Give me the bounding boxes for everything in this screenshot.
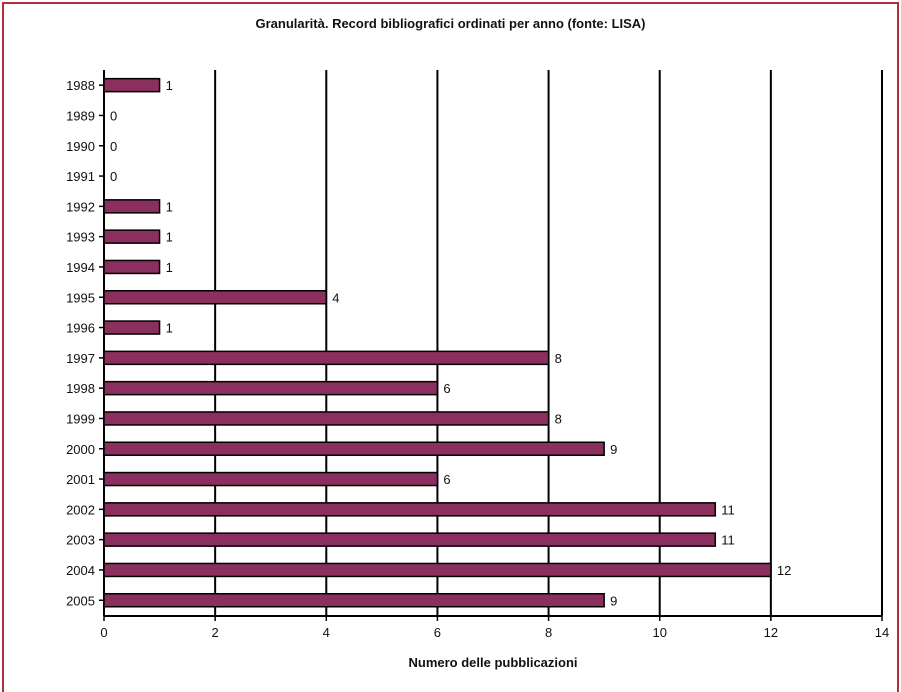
bar-value-label: 1 [166, 199, 173, 214]
x-tick-label: 12 [764, 625, 778, 640]
bar-value-label: 4 [332, 290, 339, 305]
x-tick-label: 10 [652, 625, 666, 640]
x-tick-label: 6 [434, 625, 441, 640]
bar-value-label: 1 [166, 321, 173, 336]
x-tick-label: 2 [212, 625, 219, 640]
y-tick-label: 2004 [66, 563, 95, 578]
bar [103, 350, 550, 366]
bar [103, 411, 550, 426]
bar-value-label: 0 [110, 108, 117, 123]
bar [103, 320, 161, 335]
bar-value-label: 1 [166, 78, 173, 93]
y-tick-label: 1997 [66, 351, 95, 366]
bar [103, 229, 161, 244]
y-tick-label: 1988 [66, 78, 95, 93]
bar-value-label: 12 [777, 563, 791, 578]
bar [103, 532, 717, 547]
y-tick-label: 1998 [66, 381, 95, 396]
y-tick-label: 2002 [66, 502, 95, 517]
x-tick-label: 8 [545, 625, 552, 640]
bar-value-label: 8 [555, 351, 562, 366]
bar [103, 380, 439, 396]
bar [103, 441, 605, 456]
y-tick-label: 1993 [66, 230, 95, 245]
x-tick-label: 0 [100, 625, 107, 640]
bar [103, 502, 717, 517]
bar-value-label: 11 [721, 502, 735, 517]
y-tick-label: 1995 [66, 290, 95, 305]
y-tick-label: 1999 [66, 411, 95, 426]
y-tick-label: 1994 [66, 260, 95, 275]
x-tick-label: 4 [323, 625, 330, 640]
bar-value-label: 0 [110, 139, 117, 154]
bar-value-label: 6 [443, 472, 450, 487]
y-tick-label: 2001 [66, 472, 95, 487]
bar [103, 77, 161, 93]
y-tick-label: 1992 [66, 199, 95, 214]
x-axis-label: Numero delle pubblicazioni [408, 655, 578, 670]
bar-value-label: 0 [110, 169, 117, 184]
bar [103, 259, 161, 275]
y-tick-label: 2003 [66, 533, 95, 548]
bar [103, 471, 439, 487]
bar-value-label: 11 [721, 533, 735, 548]
chart-title: Granularità. Record bibliografici ordina… [255, 16, 646, 31]
bar-value-label: 1 [166, 260, 173, 275]
bar-value-label: 9 [610, 593, 617, 608]
bar-value-label: 9 [610, 442, 617, 457]
y-tick-label: 1989 [66, 108, 95, 123]
y-tick-label: 1990 [66, 139, 95, 154]
y-tick-label: 1991 [66, 169, 95, 184]
bar [103, 290, 328, 305]
y-tick-label: 1996 [66, 321, 95, 336]
x-tick-label: 14 [875, 625, 889, 640]
bar [103, 562, 772, 578]
bar [103, 199, 161, 214]
bar-value-label: 6 [443, 381, 450, 396]
bar-value-label: 1 [166, 230, 173, 245]
y-tick-label: 2005 [66, 593, 95, 608]
bar-value-label: 8 [555, 411, 562, 426]
bar [103, 593, 605, 608]
y-tick-label: 2000 [66, 442, 95, 457]
